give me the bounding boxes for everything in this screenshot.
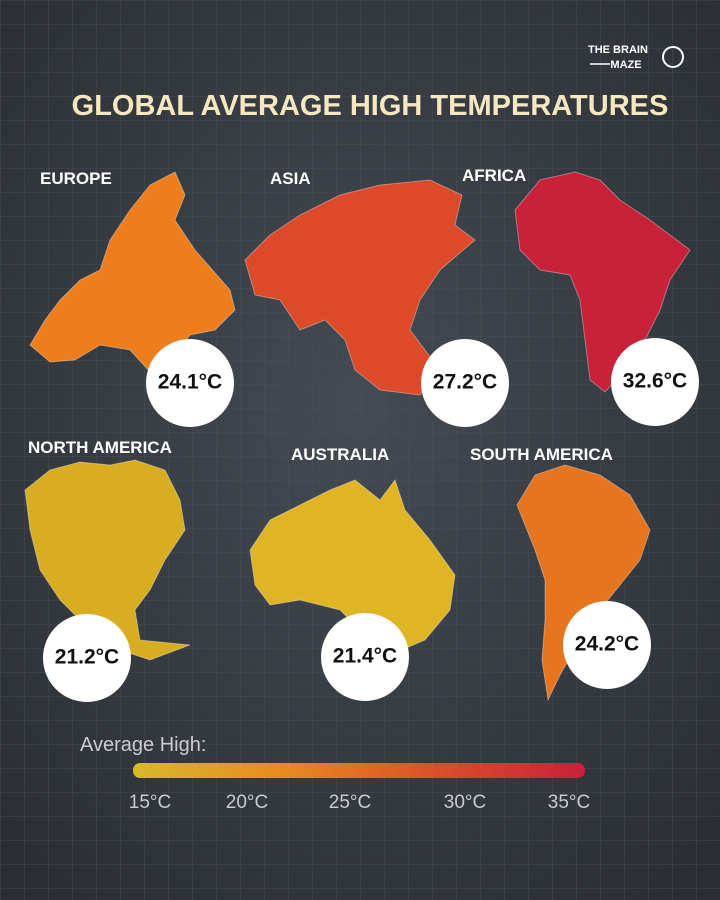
legend-tick: 30°C [444, 792, 486, 813]
region-name: AUSTRALIA [291, 445, 389, 464]
region: ASIA 27.2°C [244, 169, 509, 427]
region-name: AFRICA [462, 166, 526, 185]
region-name: ASIA [270, 169, 311, 188]
continent [24, 459, 191, 661]
temperature-label: 27.2°C [433, 371, 497, 394]
region: AUSTRALIA 21.4°C [249, 445, 456, 701]
continent [244, 179, 476, 396]
temperature-badge [43, 614, 131, 702]
temperature-label: 24.2°C [575, 633, 639, 656]
region: SOUTH AMERICA 24.2°C [470, 445, 651, 702]
temperature-badge [611, 338, 699, 426]
legend-tick: 20°C [226, 792, 268, 813]
temperature-label: 32.6°C [623, 370, 687, 393]
region-name: EUROPE [40, 169, 112, 188]
continent [249, 478, 456, 656]
temperature-badge [563, 601, 651, 689]
temperature-label: 21.2°C [55, 646, 119, 669]
region: NORTH AMERICA 21.2°C [24, 438, 191, 702]
legend-tick: 35°C [548, 792, 590, 813]
brand-icon [662, 46, 684, 68]
legend-bar [133, 763, 585, 778]
region: AFRICA 32.6°C [462, 166, 699, 426]
brand-line: THE BRAIN [588, 44, 648, 56]
brand-line: MAZE [610, 59, 641, 71]
temperature-label: 21.4°C [333, 645, 397, 668]
title: GLOBAL AVERAGE HIGH TEMPERATURES [72, 90, 669, 122]
region-name: SOUTH AMERICA [470, 445, 613, 464]
legend-tick: 15°C [129, 792, 171, 813]
legend-title: Average High: [80, 734, 206, 756]
temperature-badge [321, 613, 409, 701]
temperature-label: 24.1°C [158, 371, 222, 394]
continent [29, 171, 236, 373]
temperature-badge [146, 339, 234, 427]
legend-tick: 25°C [329, 792, 371, 813]
region-name: NORTH AMERICA [28, 438, 172, 457]
region: EUROPE 24.1°C [29, 169, 236, 427]
temperature-badge [421, 339, 509, 427]
